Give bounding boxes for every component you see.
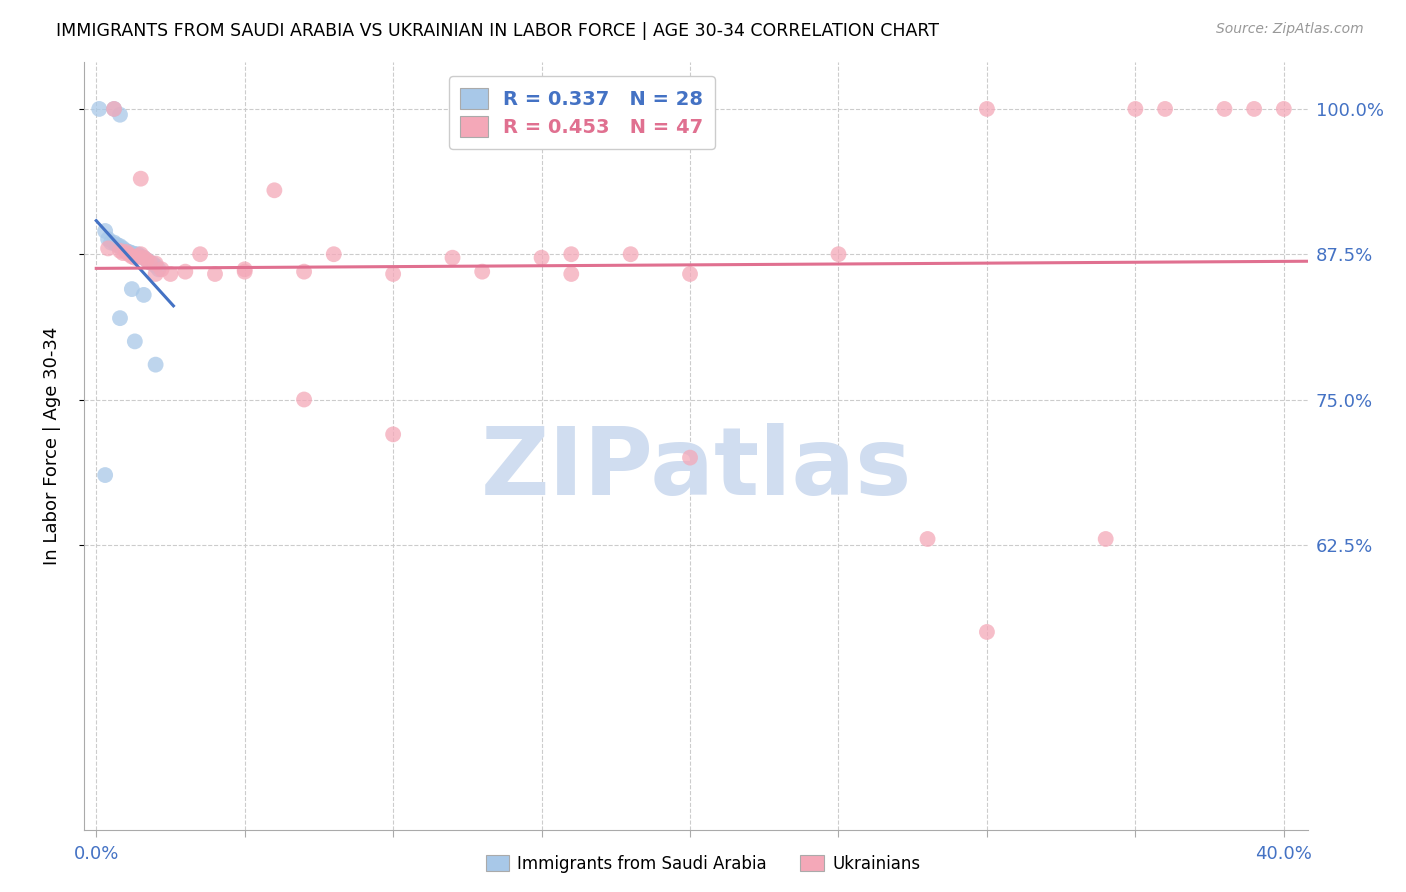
Point (124, 251, 146, 265)
Point (138, 255, 160, 269)
Legend: Immigrants from Saudi Arabia, Ukrainians: Immigrants from Saudi Arabia, Ukrainians (479, 848, 927, 880)
Point (124, 247, 146, 261)
Point (103, 235, 125, 250)
Point (129, 250, 152, 264)
Point (148, 262, 170, 277)
Text: IMMIGRANTS FROM SAUDI ARABIA VS UKRAINIAN IN LABOR FORCE | AGE 30-34 CORRELATION: IMMIGRANTS FROM SAUDI ARABIA VS UKRAINIA… (56, 22, 939, 40)
Point (976, 102, 998, 116)
Point (441, 251, 464, 265)
Point (129, 247, 152, 261)
Point (132, 288, 155, 302)
Point (132, 251, 155, 265)
Point (89, 102, 111, 116)
Point (115, 244, 138, 258)
Point (94, 468, 117, 483)
Point (121, 282, 143, 296)
Point (108, 244, 131, 258)
Point (103, 102, 125, 116)
Point (129, 171, 152, 186)
Y-axis label: In Labor Force | Age 30-34: In Labor Force | Age 30-34 (42, 326, 60, 566)
Point (679, 450, 702, 465)
Point (150, 262, 173, 277)
Point (620, 247, 643, 261)
Point (100, 235, 122, 250)
Point (111, 241, 134, 255)
Legend: R = 0.337   N = 28, R = 0.453   N = 47: R = 0.337 N = 28, R = 0.453 N = 47 (449, 76, 716, 149)
Point (105, 238, 128, 252)
Text: ZIPatlas: ZIPatlas (481, 423, 911, 515)
Point (382, 427, 405, 442)
Point (263, 183, 285, 197)
Point (145, 259, 167, 273)
Point (233, 262, 256, 277)
Text: Source: ZipAtlas.com: Source: ZipAtlas.com (1216, 22, 1364, 37)
Point (121, 250, 143, 264)
Point (138, 255, 160, 269)
Point (530, 251, 553, 265)
Point (103, 102, 125, 116)
Point (1125, 102, 1147, 116)
Point (1213, 102, 1236, 116)
Point (976, 624, 998, 639)
Point (118, 244, 141, 259)
Point (127, 247, 149, 261)
Point (204, 267, 226, 281)
Point (322, 247, 344, 261)
Point (108, 108, 131, 122)
Point (292, 265, 315, 279)
Point (142, 256, 165, 270)
Point (145, 267, 167, 281)
Point (471, 265, 494, 279)
Point (124, 334, 146, 349)
Point (827, 247, 849, 261)
Point (127, 250, 149, 264)
Point (382, 267, 405, 281)
Point (679, 267, 702, 281)
Point (917, 532, 939, 546)
Point (560, 267, 582, 281)
Point (108, 239, 131, 253)
Point (188, 247, 211, 261)
Point (1243, 102, 1265, 116)
Point (111, 246, 134, 260)
Point (118, 247, 141, 261)
Point (174, 265, 197, 279)
Point (292, 392, 315, 407)
Point (1094, 532, 1116, 546)
Point (135, 253, 157, 268)
Point (97, 232, 120, 246)
Point (97, 241, 120, 255)
Point (145, 358, 167, 372)
Point (135, 253, 157, 268)
Point (145, 256, 167, 270)
Point (159, 267, 181, 281)
Point (560, 247, 582, 261)
Point (233, 265, 256, 279)
Point (94, 224, 117, 238)
Point (108, 311, 131, 326)
Point (132, 251, 155, 265)
Point (1154, 102, 1177, 116)
Point (115, 244, 138, 259)
Point (121, 246, 143, 260)
Point (1272, 102, 1295, 116)
